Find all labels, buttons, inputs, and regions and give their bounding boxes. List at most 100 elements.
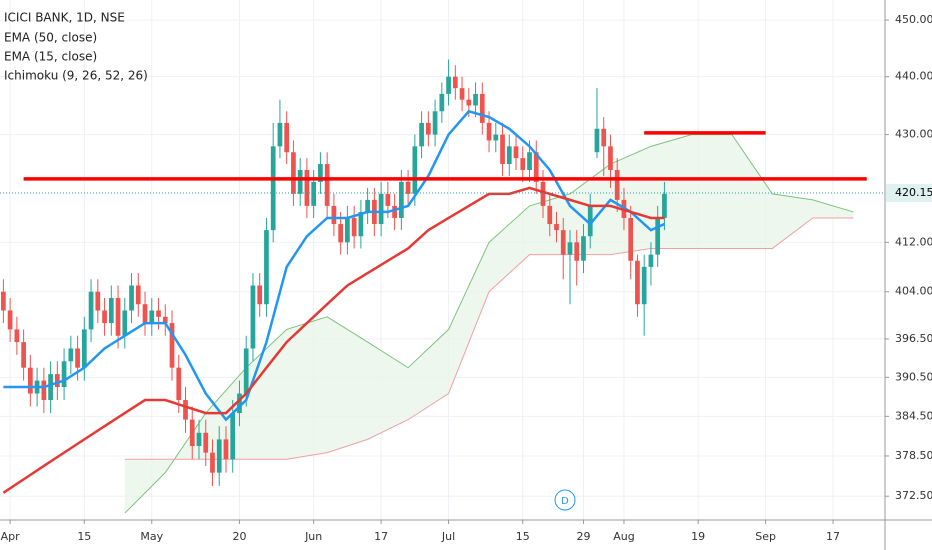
candle-body [203,432,209,453]
candle-body [304,169,310,206]
candle-body [324,164,330,206]
candle-body [540,181,546,206]
candle-body [655,217,661,255]
ema-line [3,109,665,422]
x-tick-label: 20 [232,530,246,543]
candle-body [230,413,236,460]
candle-body [581,236,586,261]
candle-body [641,266,647,305]
candle-body [210,452,215,473]
marker-label[interactable]: D [561,496,569,507]
candle-body [608,146,613,170]
candle-body [169,323,175,368]
candle-body [432,111,438,135]
x-tick-label: 29 [576,530,590,543]
legend-entry: EMA (15, close) [4,50,97,64]
candle-body [425,122,431,135]
candle-body [513,146,519,159]
candle-body [14,329,20,343]
candle-body [533,152,539,182]
y-tick-label: 404.00 [895,285,932,298]
candle-body [311,181,317,206]
x-tick-label: 19 [691,530,705,543]
candle-body [7,310,13,330]
candle-body [176,367,182,401]
candle-body [68,348,74,362]
plot [0,59,885,514]
candle-body [162,316,168,324]
last-price-label: 420.15 [895,186,932,199]
cloud-span-b [124,217,854,460]
x-tick-label: Aug [613,530,634,543]
candle-body [196,432,202,447]
candle-body [412,146,418,194]
candle-body [365,199,370,212]
candle-body [520,158,526,170]
x-tick-label: 17 [826,530,840,543]
candle-body [21,342,26,368]
candle-body [567,242,573,255]
candle-body [54,374,60,388]
candle-body [473,93,478,106]
candle-body [237,393,242,414]
candle-body [628,217,634,261]
candle-body [446,76,451,94]
legend-title: ICICI BANK, 1D, NSE [4,11,125,25]
candle-body [452,76,458,89]
candle-body [129,285,134,311]
candle-body [345,217,350,243]
marker-circle[interactable] [554,489,576,511]
candle-body [189,419,195,447]
candle-body [527,152,532,170]
candle-body [500,134,505,165]
candle-body [270,146,276,231]
ema-line [2,186,665,494]
y-tick-label: 396.50 [895,332,932,345]
candle-body [338,224,344,243]
y-tick-label: 440.00 [895,70,932,83]
candle-body [75,348,80,368]
candle-body [392,205,397,218]
candle-body [574,242,580,261]
x-tick-label: 15 [516,530,530,543]
y-tick-label: 372.50 [895,489,932,502]
candle-body [506,146,512,165]
candle-body [61,361,67,388]
candle-body [479,93,485,123]
candle-body [648,254,654,267]
candle-body [358,211,364,237]
candle-body [318,164,323,182]
y-tick-label: 412.00 [895,235,932,248]
cloud-fill [124,134,854,514]
x-tick-label: 15 [77,530,91,543]
candle-body [81,329,87,368]
candle-body [291,152,296,194]
x-tick-label: Jul [441,530,455,543]
candle-body [662,193,667,218]
y-tick-label: 390.50 [895,370,932,383]
x-tick-label: Jun [304,530,322,543]
candle-body [378,193,384,225]
candle-body [108,297,114,324]
candle-body [635,260,640,305]
candle-body [122,310,128,336]
candle-body [601,128,607,147]
candle-body [223,439,229,460]
candle-body [115,297,121,336]
candle-body [88,291,94,330]
candle-body [486,122,492,141]
candle-body [547,205,553,225]
legend-entry: Ichimoku (9, 26, 52, 26) [4,69,148,83]
x-tick-label: Apr [1,530,21,543]
y-tick-label: 450.00 [895,13,932,26]
y-tick-label: 378.50 [895,449,932,462]
candle-body [48,374,53,401]
candle-body [216,439,222,473]
candle-body [587,205,593,237]
candle-body [439,93,445,112]
candle-body [1,291,6,311]
candle-body [284,122,290,153]
candle-body [41,380,47,401]
